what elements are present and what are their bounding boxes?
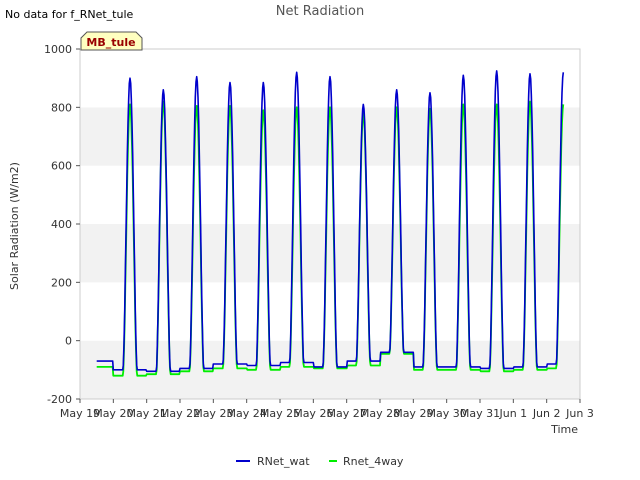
x-tick-label: Jun 3 [565, 407, 594, 420]
grid-band [80, 224, 580, 283]
y-tick-label: 600 [51, 160, 72, 173]
series-lines [96, 70, 565, 377]
y-tick-label: 400 [51, 218, 72, 231]
x-tick-label: May 27 [327, 407, 367, 420]
x-tick-label: May 19 [60, 407, 100, 420]
x-tick-label: May 26 [293, 407, 333, 420]
y-tick-label: 200 [51, 276, 72, 289]
x-tick-label: May 24 [227, 407, 267, 420]
grid-band [80, 340, 580, 399]
series-line-rnet-4way [96, 100, 565, 377]
grid-band [80, 165, 580, 224]
x-tick-label: May 29 [393, 407, 433, 420]
y-tick-label: 1000 [44, 43, 72, 56]
chart-title: Net Radiation [276, 4, 364, 19]
x-tick-label: Jun 2 [532, 407, 561, 420]
x-axis-label: Time [550, 423, 578, 436]
series-line-rnet-wat [96, 70, 565, 373]
grid-bands [80, 49, 580, 399]
x-tick-label: Jun 1 [498, 407, 527, 420]
site-badge: MB_tule [80, 31, 143, 51]
x-tick-label: May 21 [127, 407, 167, 420]
no-data-note: No data for f_RNet_tule [5, 8, 134, 21]
y-tick-label: 0 [65, 335, 72, 348]
y-tick-label: 800 [51, 101, 72, 114]
x-tick-label: May 30 [427, 407, 467, 420]
x-tick-label: May 31 [460, 407, 500, 420]
x-tick-label: May 20 [93, 407, 133, 420]
x-tick-label: May 22 [160, 407, 200, 420]
x-tick-label: May 28 [360, 407, 400, 420]
y-axis-label: Solar Radiation (W/m2) [8, 162, 21, 290]
grid-band [80, 107, 580, 166]
legend-label-rnet-4way: Rnet_4way [343, 455, 404, 468]
legend: RNet_wat Rnet_4way [236, 455, 404, 468]
x-tick-label: May 23 [193, 407, 233, 420]
y-tick-label: -200 [47, 393, 72, 406]
x-tick-label: May 25 [260, 407, 300, 420]
legend-label-rnet-wat: RNet_wat [257, 455, 310, 468]
y-axis: -200 0 200 400 600 800 1000 [44, 43, 80, 406]
site-badge-label: MB_tule [86, 36, 135, 49]
grid-band [80, 282, 580, 341]
